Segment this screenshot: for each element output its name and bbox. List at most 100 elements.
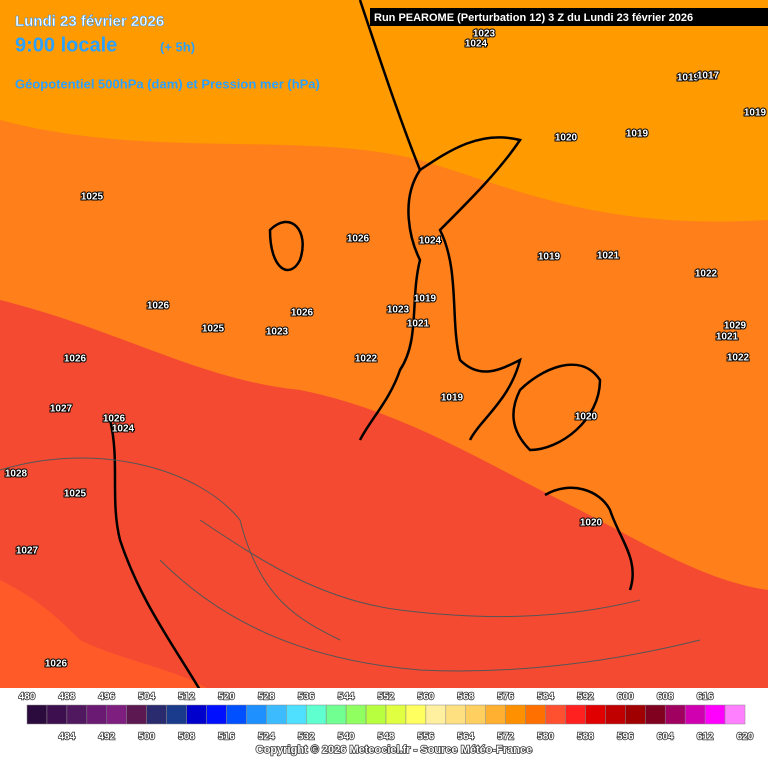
scale-swatch — [664, 704, 686, 725]
scale-swatch — [645, 704, 666, 725]
scale-label: 480 — [19, 692, 36, 703]
scale-swatch — [465, 704, 486, 725]
scale-swatch — [425, 704, 447, 725]
scale-label: 552 — [378, 692, 395, 703]
band-588 — [0, 580, 210, 690]
pressure-label: 1020 — [580, 518, 603, 529]
scale-label: 580 — [537, 732, 554, 743]
scale-swatch — [246, 704, 267, 725]
scale-label: 484 — [59, 732, 76, 743]
scale-label: 488 — [59, 692, 76, 703]
date: Lundi 23 février 2026 — [15, 13, 164, 30]
coastlines — [108, 0, 634, 691]
pressure-label: 1026 — [103, 414, 126, 425]
scale-swatch — [704, 704, 726, 725]
scale-swatch — [365, 704, 387, 725]
isobars — [0, 457, 701, 672]
pressure-label: 1022 — [355, 354, 378, 365]
scale-swatch — [106, 704, 127, 725]
pressure-label: 1028 — [5, 469, 28, 480]
pressure-label: 1027 — [16, 546, 39, 557]
scale-label: 520 — [218, 692, 235, 703]
pressure-label: 1023 — [387, 305, 410, 316]
scale-swatch — [585, 704, 606, 725]
scale-swatch — [206, 704, 227, 725]
band-584 — [0, 300, 768, 768]
scale-label: 544 — [338, 692, 355, 703]
scale-swatch — [625, 704, 646, 725]
pressure-label: 1017 — [697, 71, 720, 82]
pressure-label: 1026 — [347, 234, 370, 245]
scale-label: 600 — [617, 692, 634, 703]
scale-label: 528 — [258, 692, 275, 703]
scale-swatch — [26, 704, 48, 725]
pressure-label: 1021 — [407, 319, 430, 330]
scale-swatch — [305, 704, 327, 725]
pressure-label: 1021 — [597, 251, 620, 262]
scale-swatch — [605, 704, 626, 725]
scale-label: 492 — [98, 732, 115, 743]
scale-label: 584 — [537, 692, 554, 703]
scale-label: 604 — [657, 732, 674, 743]
scale-swatch — [684, 704, 706, 725]
scale-swatch — [86, 704, 108, 725]
scale-label: 548 — [378, 732, 395, 743]
scale-label: 608 — [657, 692, 674, 703]
scale-label: 500 — [138, 732, 155, 743]
pressure-label: 1026 — [45, 659, 68, 670]
pressure-label: 1024 — [419, 236, 442, 247]
scale-swatch — [445, 704, 467, 725]
scale-swatch — [226, 704, 247, 725]
scale-label: 504 — [138, 692, 155, 703]
scale-swatch — [46, 704, 68, 725]
pressure-label: 1026 — [147, 301, 170, 312]
scale-label: 592 — [577, 692, 594, 703]
pressure-label: 1025 — [81, 192, 104, 203]
scale-label: 616 — [697, 692, 714, 703]
field-title: Géopotentiel 500hPa (dam) et Pression me… — [15, 76, 320, 91]
scale-label: 576 — [497, 692, 514, 703]
pressure-label: 1026 — [64, 354, 87, 365]
scale-label: 572 — [497, 732, 514, 743]
scale-label: 612 — [697, 732, 714, 743]
scale-swatch — [525, 704, 546, 725]
scale-label: 496 — [98, 692, 115, 703]
run-info: Run PEAROME (Perturbation 12) 3 Z du Lun… — [374, 12, 693, 24]
scale-swatch — [724, 704, 746, 725]
pressure-label: 1021 — [716, 332, 739, 343]
scale-label: 620 — [737, 732, 754, 743]
scale-label: 516 — [218, 732, 235, 743]
pressure-label: 1025 — [64, 489, 87, 500]
scale-label: 536 — [298, 692, 315, 703]
scale-label: 532 — [298, 732, 315, 743]
scale-swatch — [545, 704, 566, 725]
pressure-label: 1023 — [266, 327, 289, 338]
scale-label: 512 — [178, 692, 195, 703]
scale-swatch — [286, 704, 307, 725]
scale-label: 560 — [418, 692, 435, 703]
pressure-label: 1022 — [727, 353, 750, 364]
scale-swatch — [565, 704, 586, 725]
pressure-label: 1019 — [414, 294, 437, 305]
pressure-label: 1019 — [626, 129, 649, 140]
pressure-label: 1019 — [677, 73, 700, 84]
pressure-label: 1022 — [695, 269, 718, 280]
scale-swatch — [505, 704, 526, 725]
pressure-label: 1029 — [724, 321, 747, 332]
scale-swatch — [485, 704, 506, 725]
scale-label: 540 — [338, 732, 355, 743]
time: 9:00 locale — [15, 34, 117, 56]
scale-swatch — [166, 704, 187, 725]
pressure-label: 1024 — [112, 424, 135, 435]
pressure-label: 1019 — [744, 108, 767, 119]
pressure-label: 1024 — [465, 39, 488, 50]
pressure-label: 1027 — [50, 404, 73, 415]
scale-label: 524 — [258, 732, 275, 743]
offset: (+ 5h) — [160, 39, 195, 54]
scale-swatch — [186, 704, 207, 725]
scale-swatch — [345, 704, 367, 725]
scale-swatch — [126, 704, 147, 725]
scale-swatch — [405, 704, 427, 725]
scale-label: 564 — [457, 732, 474, 743]
